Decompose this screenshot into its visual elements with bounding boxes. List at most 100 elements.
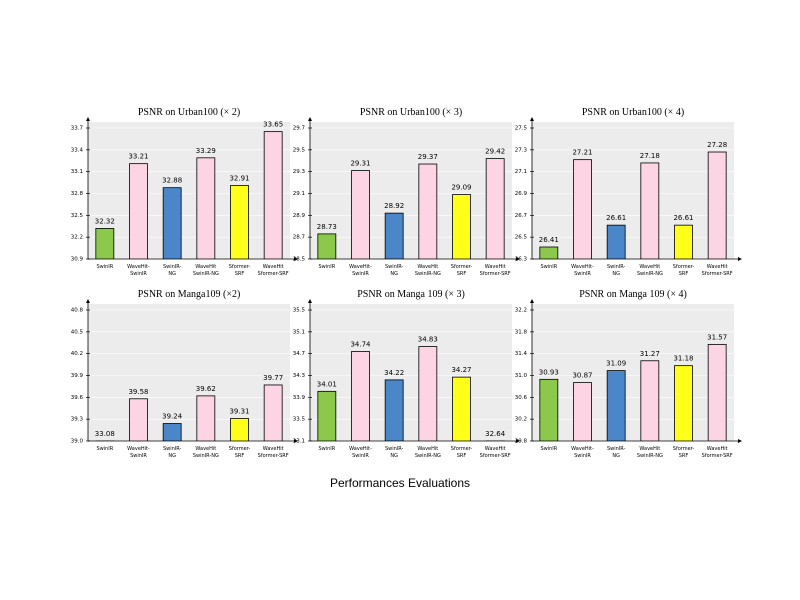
y-tick-label: 30.9	[71, 257, 84, 263]
data-label: 39.62	[196, 385, 216, 393]
x-tick-label: SwinIR-	[607, 446, 626, 452]
data-label: 27.21	[572, 149, 592, 157]
x-tick-label: WaveHit	[707, 264, 728, 270]
y-tick-label: 26.5	[515, 235, 528, 241]
x-tick-label: SwinIR-NG	[415, 271, 441, 277]
x-tick-label: Sformer-	[451, 264, 473, 270]
data-label: 31.18	[673, 355, 693, 363]
y-tick-label: 27.3	[515, 147, 528, 153]
chart-title: PSNR on Manga 109 (× 4)	[579, 289, 687, 300]
bar	[230, 185, 249, 259]
x-tick-label: SwinIR-NG	[637, 271, 663, 277]
y-tick-label: 29.5	[293, 147, 306, 153]
data-label: 30.87	[572, 372, 592, 380]
x-tick-label: Sformer-	[451, 446, 473, 452]
x-tick-label: SwinIR	[352, 453, 369, 459]
x-tick-label: Sformer-SRF	[702, 271, 733, 277]
bar	[129, 163, 148, 259]
bar	[162, 187, 182, 259]
bar-group	[317, 158, 505, 259]
y-tick-label: 27.1	[515, 169, 527, 175]
x-tick-label: Sformer-	[229, 446, 251, 452]
x-tick-label: WaveHit	[417, 264, 438, 270]
y-tick-label: 32.2	[515, 308, 527, 314]
chart-title: PSNR on Urban100 (× 2)	[138, 107, 240, 118]
data-label: 30.93	[539, 368, 559, 376]
y-tick-label: 26.9	[515, 191, 528, 197]
plot-background	[88, 304, 290, 441]
x-tick-label: SwinIR	[318, 446, 335, 452]
y-tick-label: 33.4	[71, 147, 84, 153]
bar	[707, 151, 727, 259]
data-label: 29.37	[418, 153, 438, 161]
data-label: 33.65	[263, 121, 283, 129]
x-tick-label: SwinIR-	[385, 446, 404, 452]
y-tick-label: 29.1	[293, 191, 305, 197]
x-tick-label: SwinIR-	[163, 446, 182, 452]
plot-background	[88, 122, 290, 259]
x-tick-label: SwinIR	[540, 264, 557, 270]
x-tick-label: SwinIR-	[163, 264, 182, 270]
x-tick-label: Sformer-SRF	[258, 453, 289, 459]
data-label: 39.24	[162, 413, 183, 421]
x-tick-label: SRF	[457, 271, 467, 277]
y-tick-label: 28.5	[293, 257, 306, 263]
data-label: 39.77	[263, 374, 283, 382]
x-tick-label: WaveHit	[195, 264, 216, 270]
bar	[674, 224, 693, 259]
x-tick-label: Sformer-	[673, 264, 695, 270]
bar	[573, 159, 592, 259]
bar	[384, 379, 404, 441]
bar	[452, 376, 471, 441]
y-tick-label: 31.4	[515, 351, 528, 357]
x-tick-label: WaveHit-	[349, 264, 372, 270]
data-label: 34.22	[384, 369, 404, 377]
y-tick-label: 33.7	[71, 126, 84, 132]
data-label: 28.92	[384, 202, 404, 210]
x-tick-label: Sformer-SRF	[258, 271, 289, 277]
x-tick-label: WaveHit-	[571, 446, 594, 452]
bar	[573, 382, 592, 441]
chart-title: PSNR on Urban100 (× 4)	[582, 107, 684, 118]
data-label: 27.28	[707, 141, 727, 149]
x-tick-label: NG	[612, 271, 620, 277]
bar	[95, 228, 115, 259]
x-tick-label: SwinIR	[574, 271, 591, 277]
x-tick-label: SRF	[679, 453, 689, 459]
x-tick-label: SRF	[679, 271, 689, 277]
bar	[317, 233, 337, 259]
y-tick-label: 28.7	[293, 235, 306, 241]
bar-group	[539, 151, 727, 259]
bar	[418, 346, 438, 441]
x-tick-label: NG	[168, 271, 176, 277]
chart-title: PSNR on Manga109 (×2)	[138, 289, 241, 300]
data-label: 34.01	[317, 380, 337, 388]
data-label: 33.21	[128, 153, 148, 161]
chart-title: PSNR on Manga 109 (× 3)	[357, 289, 465, 300]
y-tick-label: 29.8	[515, 439, 528, 445]
bar	[707, 343, 727, 441]
bar	[606, 224, 626, 259]
data-label: 29.09	[451, 184, 471, 192]
x-tick-label: SwinIR	[96, 446, 113, 452]
y-tick-label: 33.5	[293, 417, 306, 423]
y-tick-label: 33.1	[71, 169, 83, 175]
x-tick-label: WaveHit	[263, 264, 284, 270]
x-tick-label: NG	[390, 271, 398, 277]
bar	[640, 162, 660, 259]
x-tick-label: SwinIR	[574, 453, 591, 459]
data-label: 34.27	[451, 366, 471, 374]
x-tick-label: SRF	[457, 453, 467, 459]
data-label: 31.09	[606, 360, 626, 368]
x-tick-label: WaveHit-	[127, 446, 150, 452]
x-tick-label: WaveHit	[417, 446, 438, 452]
x-tick-label: Sformer-	[229, 264, 251, 270]
y-tick-label: 28.9	[293, 213, 306, 219]
y-tick-label: 40.2	[71, 351, 83, 357]
y-tick-label: 26.7	[515, 213, 528, 219]
plot-background	[310, 122, 512, 259]
bar-group	[317, 346, 505, 441]
x-tick-label: NG	[168, 453, 176, 459]
bar	[196, 395, 216, 441]
